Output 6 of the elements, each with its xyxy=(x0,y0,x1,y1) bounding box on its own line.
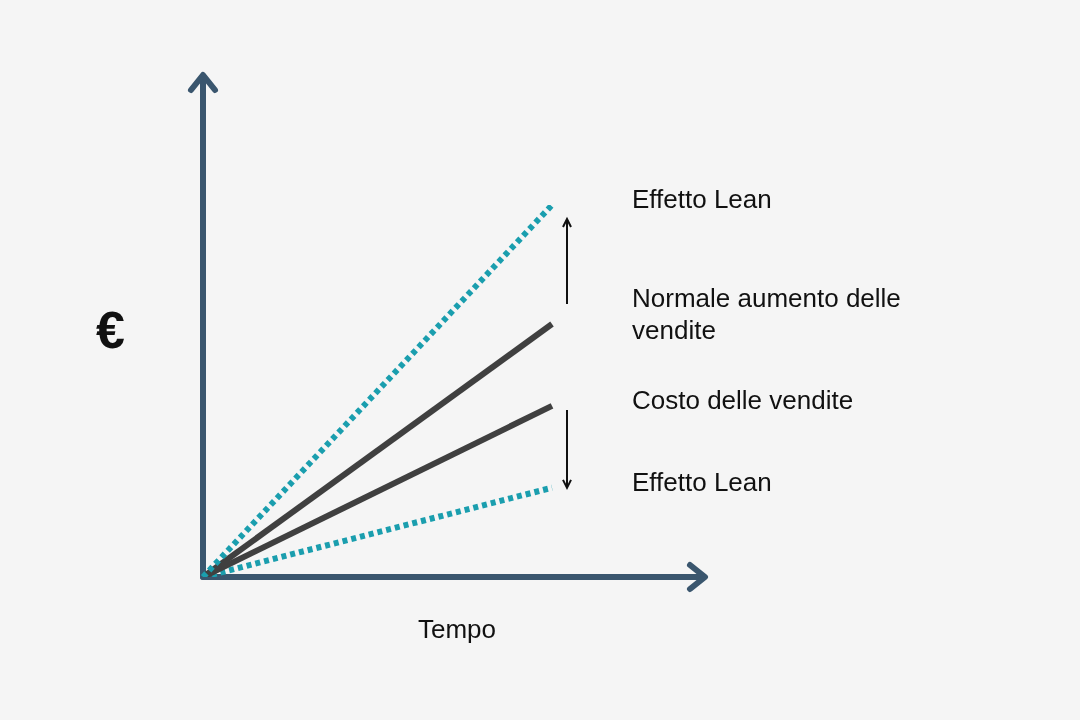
text: Effetto Lean xyxy=(632,466,772,497)
x-axis-title: Tempo xyxy=(416,614,497,645)
text: Effetto Lean xyxy=(632,184,772,215)
text: Normale aumento delle vendite xyxy=(632,283,901,346)
y-axis-title: € xyxy=(96,300,125,360)
text: Costo delle vendite xyxy=(632,385,854,416)
